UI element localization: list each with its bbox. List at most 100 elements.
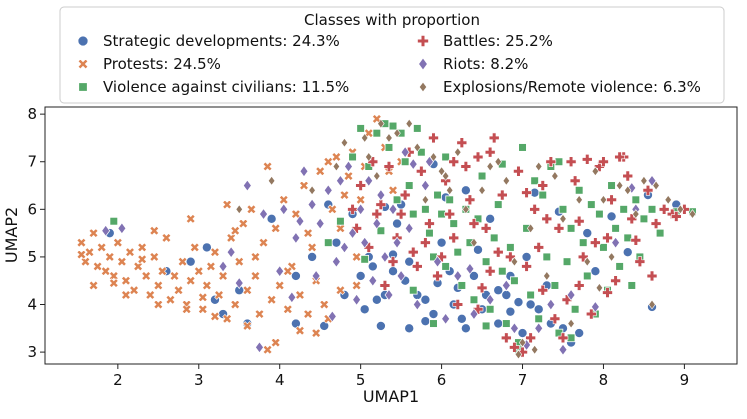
data-point bbox=[607, 181, 616, 190]
data-point bbox=[595, 282, 604, 293]
data-point bbox=[153, 299, 164, 310]
legend-marker bbox=[78, 82, 88, 92]
data-point bbox=[614, 151, 625, 163]
data-point bbox=[254, 309, 265, 319]
legend-label: Explosions/Remote violence: 6.3% bbox=[443, 78, 701, 96]
data-point bbox=[666, 208, 678, 220]
data-point bbox=[496, 189, 508, 201]
data-point bbox=[149, 225, 160, 236]
series-5-points bbox=[235, 118, 697, 360]
plot-frame bbox=[44, 106, 738, 365]
data-point bbox=[460, 323, 471, 334]
data-point bbox=[356, 124, 365, 133]
x-tick-label: 6 bbox=[437, 371, 447, 389]
data-point bbox=[262, 344, 273, 355]
data-point bbox=[583, 256, 591, 267]
data-point bbox=[488, 132, 500, 144]
data-point bbox=[360, 236, 370, 249]
y-tick-label: 3 bbox=[27, 343, 37, 361]
data-point bbox=[623, 233, 633, 243]
data-point bbox=[610, 275, 621, 287]
data-point bbox=[441, 171, 450, 181]
data-point bbox=[530, 344, 539, 355]
data-point bbox=[477, 171, 487, 181]
legend-label: Riots: 8.2% bbox=[443, 55, 528, 73]
data-point bbox=[153, 280, 164, 291]
data-point bbox=[493, 285, 504, 296]
data-point bbox=[76, 237, 87, 248]
data-point bbox=[408, 209, 418, 219]
data-point bbox=[631, 195, 641, 205]
data-point bbox=[267, 175, 276, 186]
data-point bbox=[561, 294, 573, 306]
data-point bbox=[493, 200, 503, 209]
data-point bbox=[230, 299, 241, 310]
series-3-points bbox=[347, 132, 690, 358]
data-point bbox=[193, 266, 204, 277]
data-point bbox=[222, 199, 232, 210]
data-point bbox=[648, 299, 656, 310]
data-point bbox=[642, 184, 654, 196]
data-point bbox=[460, 185, 471, 196]
data-point bbox=[275, 265, 285, 278]
data-point bbox=[509, 322, 519, 335]
data-point bbox=[185, 214, 196, 224]
data-point bbox=[619, 205, 628, 214]
data-point bbox=[201, 242, 212, 253]
data-point bbox=[650, 218, 662, 229]
data-point bbox=[664, 194, 672, 205]
data-point bbox=[526, 290, 535, 300]
data-point bbox=[428, 132, 439, 144]
y-tick-label: 5 bbox=[27, 248, 37, 266]
data-point bbox=[259, 208, 268, 221]
data-point bbox=[214, 290, 224, 300]
data-point bbox=[76, 249, 87, 260]
data-point bbox=[624, 185, 632, 196]
data-point bbox=[553, 223, 565, 234]
data-point bbox=[351, 223, 362, 234]
data-point bbox=[506, 243, 515, 252]
data-point bbox=[396, 269, 406, 282]
data-point bbox=[595, 209, 604, 219]
y-tick-label: 6 bbox=[27, 200, 37, 218]
data-point bbox=[108, 278, 119, 288]
data-point bbox=[525, 299, 536, 310]
data-point bbox=[282, 266, 293, 277]
data-point bbox=[472, 303, 484, 315]
data-point bbox=[513, 297, 524, 308]
data-point bbox=[365, 152, 373, 162]
data-point bbox=[400, 157, 410, 167]
data-point bbox=[622, 247, 633, 258]
data-point bbox=[347, 204, 358, 215]
data-point bbox=[235, 204, 243, 215]
data-point bbox=[385, 133, 393, 143]
data-point bbox=[446, 185, 454, 196]
legend-entry: Protests: 24.5% bbox=[77, 55, 221, 73]
data-point bbox=[335, 174, 345, 187]
x-axis-label: UMAP1 bbox=[363, 387, 419, 406]
y-axis: 3 4 5 6 7 8 bbox=[27, 105, 45, 361]
data-point bbox=[530, 176, 539, 186]
data-point bbox=[331, 255, 341, 268]
data-point bbox=[266, 294, 277, 305]
data-point bbox=[290, 318, 301, 329]
data-point bbox=[441, 152, 450, 162]
data-point bbox=[627, 281, 637, 290]
data-point bbox=[375, 199, 387, 210]
data-point bbox=[149, 252, 160, 262]
data-point bbox=[590, 300, 600, 313]
data-point bbox=[513, 165, 524, 177]
data-point bbox=[250, 252, 261, 262]
data-point bbox=[632, 209, 640, 219]
data-point bbox=[323, 184, 333, 197]
data-point bbox=[526, 223, 535, 234]
data-point bbox=[453, 269, 463, 282]
data-point bbox=[485, 213, 496, 224]
data-point bbox=[538, 190, 548, 200]
data-point bbox=[189, 242, 200, 253]
data-point bbox=[412, 261, 423, 272]
data-point bbox=[545, 156, 557, 168]
data-point bbox=[615, 180, 624, 191]
data-point bbox=[533, 242, 545, 253]
data-point bbox=[262, 161, 273, 172]
